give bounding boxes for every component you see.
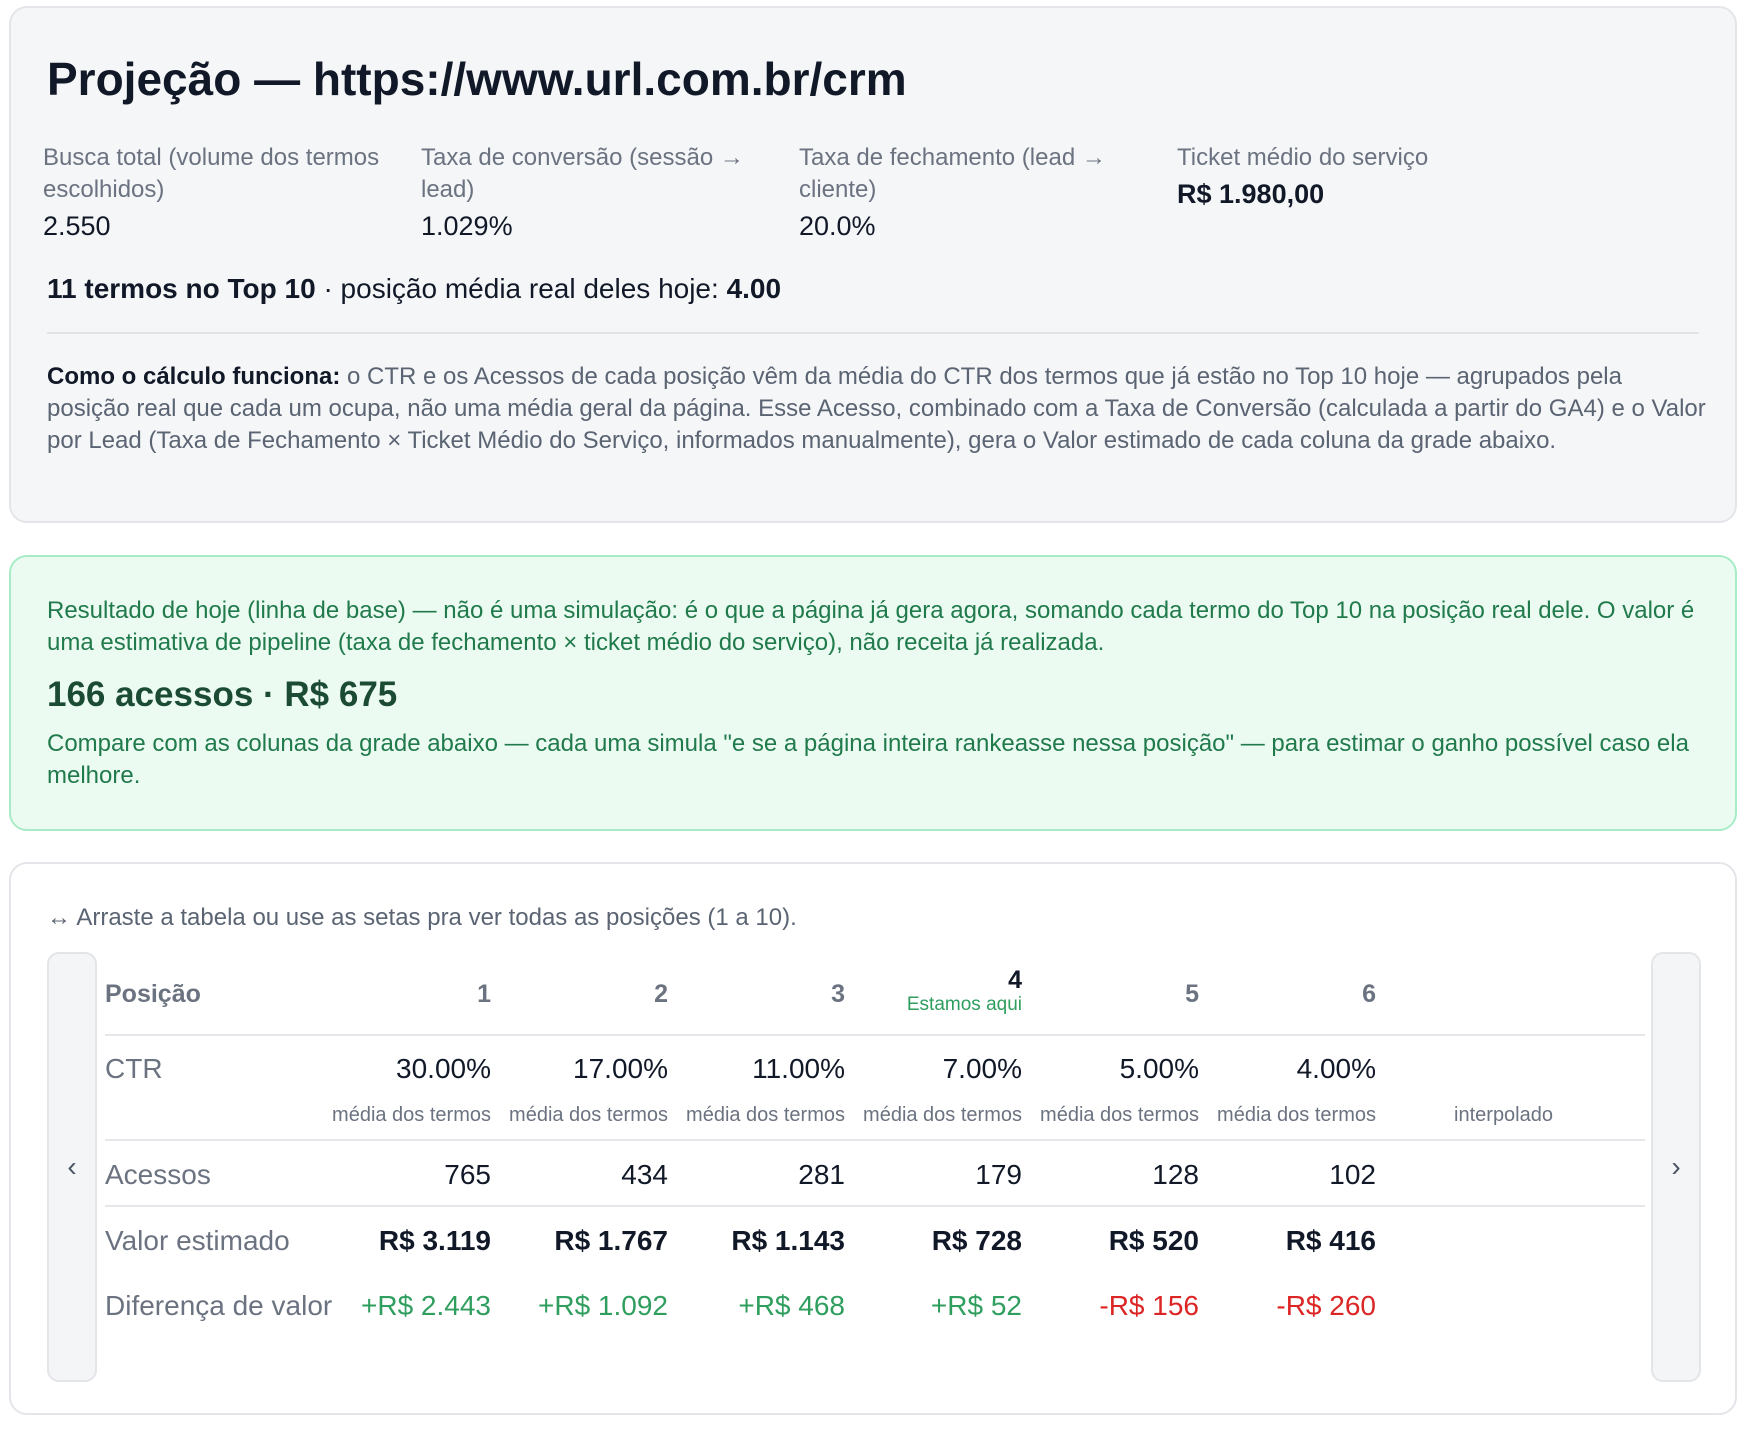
chevron-left-icon: ‹ (67, 1151, 77, 1182)
drag-hint: ↔ Arraste a tabela ou use as setas pra v… (47, 904, 797, 931)
cell-valor-col-6: R$ 416 (1285, 1225, 1376, 1256)
cell-diferenca-col-1: +R$ 2.443 (361, 1290, 491, 1321)
grid-table-viewport[interactable]: Posição CTR Acessos Valor estimado Difer… (105, 952, 1647, 1382)
cell-ctr-col-1: 30.00% (396, 1053, 491, 1084)
cell-position-col-2: 2 (654, 980, 668, 1008)
baseline-note: Resultado de hoje (linha de base) — não … (47, 597, 1695, 656)
metric-value: R$ 1.980,00 (1177, 179, 1325, 209)
cell-source-col-6: média dos termos (1217, 1104, 1376, 1126)
cell-acessos-col-3: 281 (798, 1159, 845, 1190)
metric-value: 2.550 (43, 211, 111, 241)
cell-source-col-1: média dos termos (332, 1104, 491, 1126)
cell-position-col-4: 4 (1008, 966, 1022, 994)
baseline-result: 166 acessos · R$ 675 (47, 675, 398, 714)
grid-divider (105, 1139, 1645, 1141)
metric-label: Taxa de fechamento (lead → cliente) (799, 144, 1106, 203)
metric-avg-ticket: Ticket médio do serviço R$ 1.980,00 (1177, 142, 1537, 212)
cell-source-col-5: média dos termos (1040, 1104, 1199, 1126)
calc-title: Como o cálculo funciona: (47, 363, 341, 390)
cell-diferenca-col-5: -R$ 156 (1099, 1290, 1199, 1321)
compare-note: Compare com as colunas da grade abaixo —… (47, 730, 1689, 789)
cell-source-col-3: média dos termos (686, 1104, 845, 1126)
cell-valor-col-5: R$ 520 (1108, 1225, 1199, 1256)
top10-count: 11 termos no Top 10 (47, 273, 316, 304)
metric-label: Ticket médio do serviço (1177, 144, 1429, 171)
grid-table: Posição CTR Acessos Valor estimado Difer… (105, 952, 1647, 1382)
cell-ctr-col-2: 17.00% (573, 1053, 668, 1084)
metric-search-volume: Busca total (volume dos termos escolhido… (43, 142, 403, 244)
row-label-acessos: Acessos (105, 1159, 211, 1190)
cell-position-col-6: 6 (1362, 980, 1376, 1008)
cell-source-col-2: média dos termos (509, 1104, 668, 1126)
row-label-valor: Valor estimado (105, 1225, 290, 1256)
divider (47, 332, 1699, 334)
cell-acessos-col-2: 434 (621, 1159, 668, 1190)
calc-explanation: Como o cálculo funciona: o CTR e os Aces… (47, 361, 1707, 457)
cell-acessos-col-4: 179 (975, 1159, 1022, 1190)
cell-diferenca-col-4: +R$ 52 (930, 1290, 1022, 1321)
cell-diferenca-col-3: +R$ 468 (738, 1290, 845, 1321)
cell-ctr-col-6: 4.00% (1296, 1053, 1376, 1084)
cell-source-col-7: interpolado (1454, 1104, 1553, 1126)
baseline-card: Resultado de hoje (linha de base) — não … (9, 555, 1737, 831)
cell-ctr-col-4: 7.00% (942, 1053, 1022, 1084)
cell-valor-col-4: R$ 728 (931, 1225, 1022, 1256)
cell-source-col-4: média dos termos (863, 1104, 1022, 1126)
cell-valor-col-2: R$ 1.767 (554, 1225, 668, 1256)
current-position-badge: Estamos aqui (906, 994, 1022, 1015)
scroll-right-button[interactable]: › (1651, 952, 1701, 1382)
calc-text: o CTR e os Acessos de cada posição vêm d… (47, 363, 1706, 454)
top10-summary: 11 termos no Top 10 · posição média real… (47, 273, 781, 305)
metric-label: Busca total (volume dos termos escolhido… (43, 144, 380, 203)
row-label-ctr: CTR (105, 1053, 163, 1084)
cell-diferenca-col-6: -R$ 260 (1276, 1290, 1376, 1321)
cell-ctr-col-5: 5.00% (1119, 1053, 1199, 1084)
chevron-right-icon: › (1671, 1151, 1681, 1182)
avg-position-value: 4.00 (726, 273, 782, 304)
cell-valor-col-1: R$ 3.119 (378, 1225, 491, 1256)
metric-label: Taxa de conversão (sessão → lead) (421, 144, 744, 203)
page-title: Projeção — https://www.url.com.br/crm (47, 53, 907, 105)
projection-card: Projeção — https://www.url.com.br/crm Bu… (9, 6, 1737, 523)
cell-position-col-3: 3 (831, 980, 845, 1008)
cell-acessos-col-5: 128 (1152, 1159, 1199, 1190)
scroll-left-button[interactable]: ‹ (47, 952, 97, 1382)
cell-position-col-1: 1 (477, 980, 491, 1008)
cell-acessos-col-1: 765 (444, 1159, 491, 1190)
cell-acessos-col-6: 102 (1329, 1159, 1376, 1190)
cell-ctr-col-3: 11.00% (752, 1053, 845, 1084)
avg-position-label: · posição média real deles hoje: (315, 273, 727, 304)
metric-value: 1.029% (421, 211, 513, 241)
cell-diferenca-col-2: +R$ 1.092 (538, 1290, 668, 1321)
cell-position-col-5: 5 (1185, 980, 1199, 1008)
row-label-position: Posição (105, 980, 201, 1008)
row-label-diferenca: Diferença de valor (105, 1290, 333, 1321)
metric-conversion-rate: Taxa de conversão (sessão → lead) 1.029% (421, 142, 781, 244)
cell-valor-col-3: R$ 1.143 (731, 1225, 845, 1256)
grid-card: ↔ Arraste a tabela ou use as setas pra v… (9, 862, 1737, 1415)
grid-divider (105, 1034, 1645, 1036)
grid-divider (105, 1205, 1645, 1207)
metric-closing-rate: Taxa de fechamento (lead → cliente) 20.0… (799, 142, 1159, 244)
metric-value: 20.0% (799, 211, 876, 241)
